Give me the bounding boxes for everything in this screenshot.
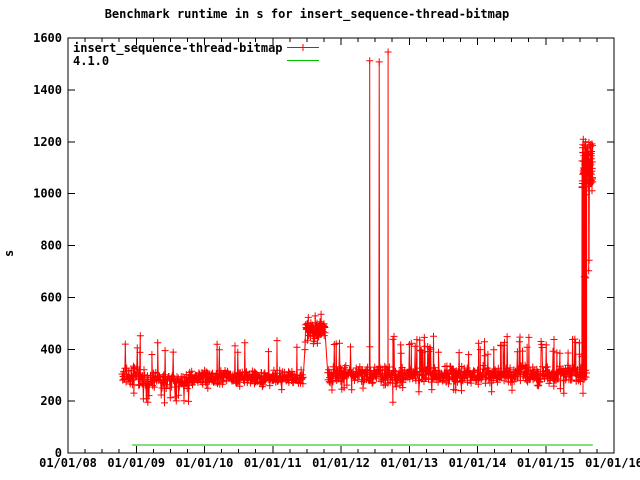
y-tick-label: 1000 — [33, 187, 62, 201]
x-tick-label: 01/01/08 — [39, 456, 97, 470]
chart-title: Benchmark runtime in s for insert_sequen… — [104, 7, 510, 21]
y-tick-label: 1600 — [33, 31, 62, 45]
x-tick-label: 01/01/10 — [176, 456, 234, 470]
plus-marker-icon — [299, 44, 307, 51]
legend-label-series: insert_sequence-thread-bitmap — [73, 41, 283, 55]
x-tick-label: 01/01/12 — [312, 456, 370, 470]
x-tick-label: 01/01/11 — [244, 456, 302, 470]
y-tick-label: 800 — [40, 239, 62, 253]
y-tick-label: 400 — [40, 342, 62, 356]
legend-label-reference: 4.1.0 — [73, 54, 110, 68]
series-markers-insert_sequence-thread-bitmap — [118, 48, 597, 407]
y-tick-label: 0 — [55, 446, 62, 460]
x-tick-label: 01/01/09 — [107, 456, 165, 470]
x-tick-label: 01/01/13 — [380, 456, 438, 470]
y-tick-label: 1200 — [33, 135, 62, 149]
y-tick-label: 600 — [40, 290, 62, 304]
x-tick-label: 01/01/15 — [517, 456, 575, 470]
y-tick-label: 1400 — [33, 83, 62, 97]
x-tick-label: 01/01/16 — [585, 456, 640, 470]
plot-frame — [67, 37, 615, 454]
y-tick-label: 200 — [40, 394, 62, 408]
axis-ticks — [67, 37, 615, 454]
x-tick-label: 01/01/14 — [449, 456, 507, 470]
